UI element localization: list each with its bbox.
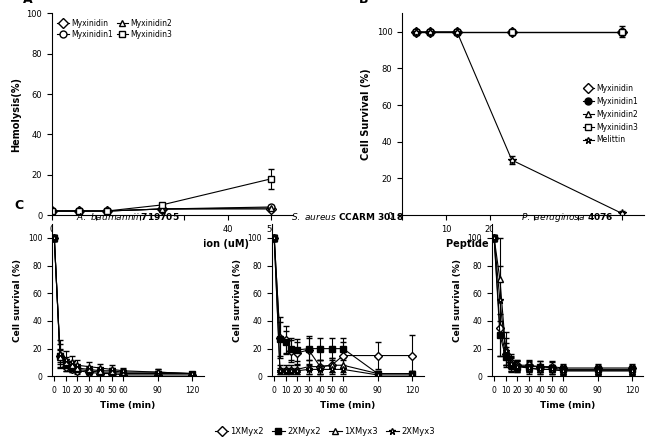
Legend: Myxinidin, Myxinidin1, Myxinidin2, Myxinidin3: Myxinidin, Myxinidin1, Myxinidin2, Myxin… — [56, 17, 174, 41]
Y-axis label: Hemolysis(%): Hemolysis(%) — [11, 77, 21, 152]
Text: B: B — [359, 0, 368, 6]
Legend: 1XMyx2, 2XMyx2, 1XMyx3, 2XMyx3: 1XMyx2, 2XMyx2, 1XMyx3, 2XMyx3 — [212, 424, 438, 439]
Y-axis label: Cell survival (%): Cell survival (%) — [13, 258, 22, 342]
Legend: Myxinidin, Myxinidin1, Myxinidin2, Myxinidin3, Melittin: Myxinidin, Myxinidin1, Myxinidin2, Myxin… — [581, 82, 640, 146]
Text: C: C — [14, 199, 23, 212]
X-axis label: Peptide Concentration (uM): Peptide Concentration (uM) — [447, 239, 599, 250]
Y-axis label: Cell survival (%): Cell survival (%) — [453, 258, 462, 342]
Y-axis label: Cell Survival (%): Cell Survival (%) — [361, 69, 371, 160]
X-axis label: Time (min): Time (min) — [100, 401, 155, 409]
Title: $\it{P.\ aeruginosa}$ 4076: $\it{P.\ aeruginosa}$ 4076 — [521, 211, 614, 224]
X-axis label: Time (min): Time (min) — [320, 401, 376, 409]
Title: $\it{S.\ aureus}$ CCARM 3018: $\it{S.\ aureus}$ CCARM 3018 — [291, 211, 404, 222]
Title: $\it{A.\ baumannii}$ 719705: $\it{A.\ baumannii}$ 719705 — [76, 211, 180, 222]
X-axis label: Peptide Concentration (uM): Peptide Concentration (uM) — [96, 239, 249, 250]
Text: A: A — [23, 0, 32, 6]
X-axis label: Time (min): Time (min) — [540, 401, 595, 409]
Y-axis label: Cell survival (%): Cell survival (%) — [233, 258, 242, 342]
